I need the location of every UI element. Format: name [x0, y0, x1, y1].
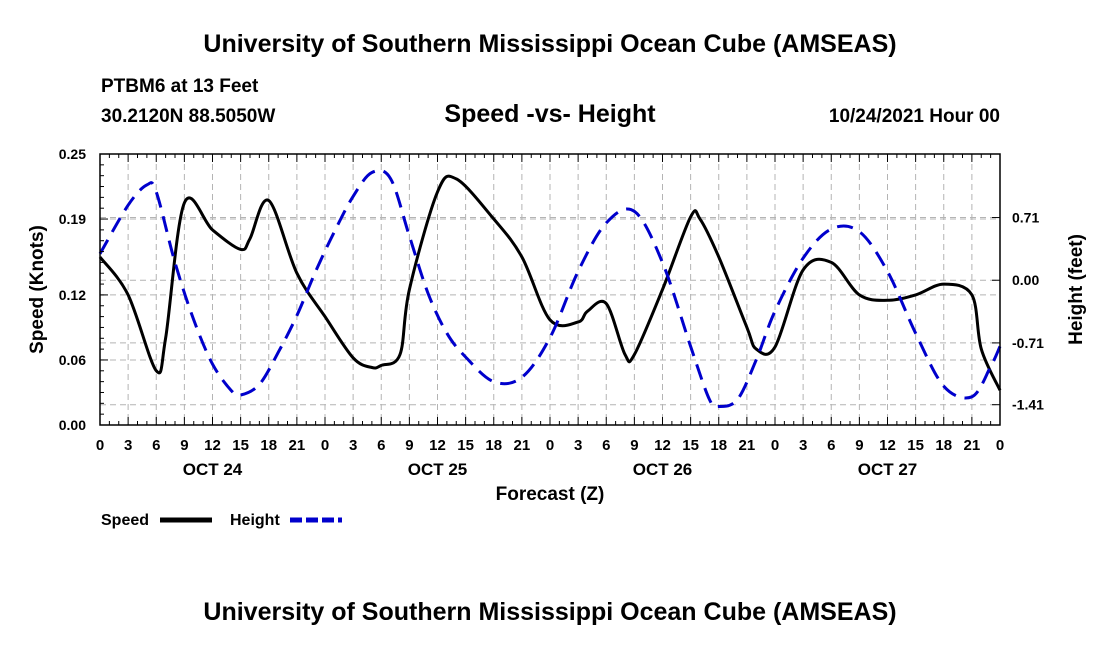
- x-tick-label: 12: [204, 437, 221, 454]
- y-tick-label: 0.19: [59, 211, 86, 227]
- x-tick-label: 6: [827, 437, 835, 454]
- x-tick-label: 6: [377, 437, 385, 454]
- chart-title: University of Southern Mississippi Ocean…: [203, 30, 897, 58]
- y2-tick-label: 0.71: [1012, 210, 1039, 226]
- day-label: OCT 26: [633, 460, 693, 479]
- x-tick-label: 21: [739, 437, 756, 454]
- x-tick-label: 9: [405, 437, 413, 454]
- y-tick-label: 0.12: [59, 287, 86, 303]
- x-tick-label: 12: [429, 437, 446, 454]
- station-coordinates: 30.2120N 88.5050W: [101, 106, 276, 127]
- x-tick-label: 12: [879, 437, 896, 454]
- x-tick-label: 21: [289, 437, 306, 454]
- x-tick-label: 6: [602, 437, 610, 454]
- x-tick-label: 18: [260, 437, 277, 454]
- x-tick-label: 12: [654, 437, 671, 454]
- x-tick-label: 0: [321, 437, 329, 454]
- x-tick-label: 21: [514, 437, 531, 454]
- x-tick-label: 0: [96, 437, 104, 454]
- x-tick-label: 3: [574, 437, 582, 454]
- y2-axis-title: Height (feet): [1066, 234, 1087, 345]
- legend-layer: Speed Height: [101, 512, 342, 529]
- x-tick-label: 18: [710, 437, 727, 454]
- day-label: OCT 27: [858, 460, 918, 479]
- x-tick-label: 0: [771, 437, 779, 454]
- x-tick-label: 9: [180, 437, 188, 454]
- x-tick-label: 9: [630, 437, 638, 454]
- y-axis-title: Speed (Knots): [27, 225, 48, 354]
- station-label: PTBM6 at 13 Feet: [101, 76, 259, 97]
- axis-layer: 0 3 6 9 12 15 18 21 0 3 6 9 12 15 18 21 0 3 6 9 12 15 18 21 0 3 6 9…: [27, 146, 1087, 505]
- chart-subtitle: Speed -vs- Height: [444, 100, 656, 128]
- y-tick-label: 0.00: [59, 417, 86, 433]
- x-tick-label: 15: [457, 437, 474, 454]
- y-tick-label: 0.25: [59, 146, 86, 162]
- plot-frame: [99, 153, 1001, 426]
- series-line-speed: [98, 174, 1002, 391]
- x-tick-label: 6: [152, 437, 160, 454]
- series-layer: [98, 168, 1002, 409]
- x-axis-title: Forecast (Z): [496, 484, 605, 505]
- footer-title: University of Southern Mississippi Ocean…: [203, 598, 897, 626]
- day-label: OCT 24: [183, 460, 243, 479]
- x-tick-label: 3: [124, 437, 132, 454]
- legend-label-height: Height: [230, 512, 280, 529]
- y2-tick-label: -1.41: [1012, 397, 1044, 413]
- day-label: OCT 25: [408, 460, 468, 479]
- x-tick-label: 21: [964, 437, 981, 454]
- x-tick-label: 3: [349, 437, 357, 454]
- x-tick-label: 0: [546, 437, 554, 454]
- x-tick-label: 18: [935, 437, 952, 454]
- y-tick-label: 0.06: [59, 352, 86, 368]
- x-tick-label: 0: [996, 437, 1004, 454]
- legend-label-speed: Speed: [101, 512, 149, 529]
- x-tick-label: 9: [855, 437, 863, 454]
- x-tick-label: 15: [682, 437, 699, 454]
- y2-tick-label: 0.00: [1012, 272, 1039, 288]
- x-tick-label: 18: [485, 437, 502, 454]
- y2-tick-label: -0.71: [1012, 335, 1044, 351]
- x-tick-label: 15: [907, 437, 924, 454]
- forecast-datetime: 10/24/2021 Hour 00: [828, 106, 1000, 127]
- x-tick-label: 15: [232, 437, 249, 454]
- grid-layer: [100, 154, 1000, 425]
- series-line-height: [98, 168, 1002, 409]
- x-tick-label: 3: [799, 437, 807, 454]
